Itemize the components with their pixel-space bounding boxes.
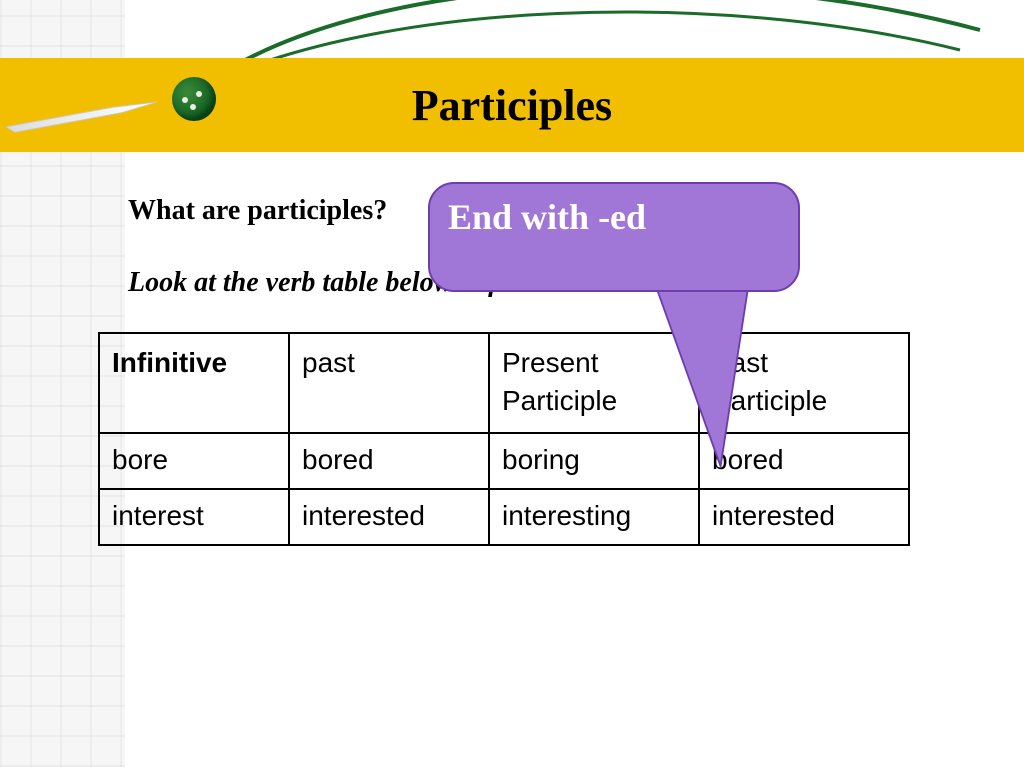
- cell-infinitive: interest: [99, 489, 289, 545]
- callout-box: End with -ed: [428, 182, 800, 292]
- callout-text: End with -ed: [448, 196, 646, 238]
- callout-tail: [636, 270, 796, 480]
- table-row: interest interested interesting interest…: [99, 489, 909, 545]
- cell-present-participle: interesting: [489, 489, 699, 545]
- silver-spear-accent: [6, 98, 166, 138]
- green-bullet-disc: [172, 77, 216, 121]
- column-header-infinitive: Infinitive: [99, 333, 289, 433]
- cell-past: interested: [289, 489, 489, 545]
- slide-title: Participles: [412, 80, 612, 131]
- cell-infinitive: bore: [99, 433, 289, 489]
- cell-past-participle: interested: [699, 489, 909, 545]
- green-bullet-dot: [190, 104, 196, 110]
- speech-callout: End with -ed: [428, 182, 802, 462]
